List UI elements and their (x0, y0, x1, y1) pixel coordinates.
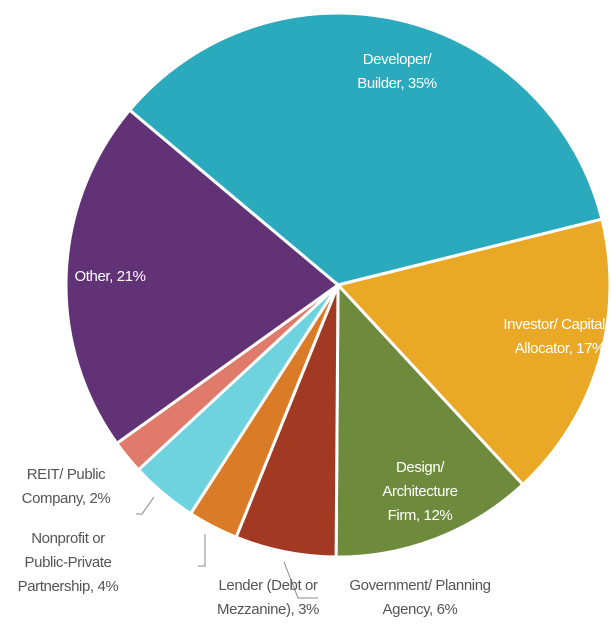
data-label: Government/ Planning (349, 577, 490, 594)
leader-line (198, 534, 206, 567)
data-label: Lender (Debt or (218, 577, 317, 594)
pie-slice (334, 281, 525, 559)
data-label: Architecture (382, 483, 457, 500)
leader-line (283, 561, 318, 599)
data-label: Mezzanine), 3% (217, 601, 319, 618)
pie-slice (335, 217, 611, 487)
leader-line (136, 496, 155, 515)
data-label: REIT/ Public (27, 466, 106, 483)
data-label: Other, 21% (74, 268, 145, 285)
data-label: Investor/ Capital (503, 316, 605, 333)
pie-slice (127, 11, 604, 287)
data-label: Public-Private (25, 554, 112, 571)
pie-slice (64, 108, 341, 446)
data-label: Nonprofit or (31, 530, 105, 547)
data-label: Company, 2% (22, 490, 111, 507)
data-label: Agency, 6% (383, 601, 458, 618)
data-label: Allocator, 17% (515, 340, 605, 357)
data-label: Developer/ (363, 51, 433, 68)
data-label: Design/ (396, 459, 445, 476)
data-label: Builder, 35% (357, 75, 436, 92)
data-label: Firm, 12% (388, 507, 453, 524)
data-label: Partnership, 4% (18, 578, 119, 595)
